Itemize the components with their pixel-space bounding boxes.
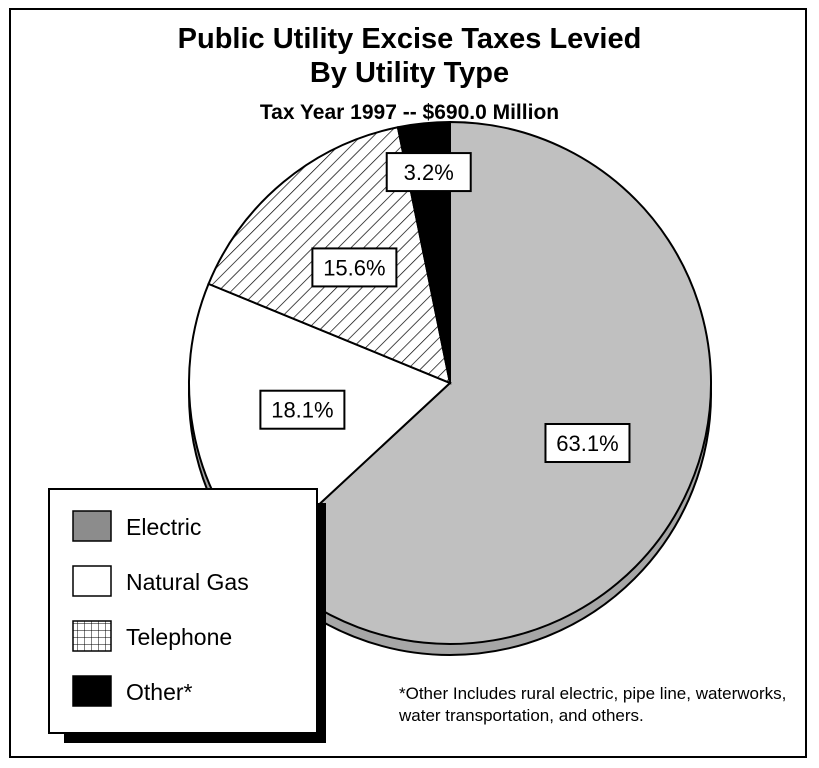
pie-label-box — [544, 423, 631, 464]
pie-label-box — [385, 152, 472, 193]
pie-label-box — [259, 389, 346, 430]
pie-label-text: 3.2% — [404, 160, 454, 185]
chart-title: Public Utility Excise Taxes Levied — [177, 23, 642, 55]
pie-slice-electric — [257, 120, 712, 645]
pie-label-telephone: 15.6% — [311, 247, 398, 288]
pie-label-text: 18.1% — [271, 398, 333, 423]
legend-label: Other* — [126, 679, 193, 705]
pie-label-electric: 63.1% — [544, 423, 631, 464]
legend-item-natural-gas: Natural Gas — [72, 565, 249, 597]
footnote: *Other Includes rural electric, pipe lin… — [399, 684, 787, 725]
legend-swatch — [72, 510, 112, 542]
pie-label-natural-gas: 18.1% — [259, 389, 346, 430]
legend-item-other: Other* — [72, 675, 193, 707]
pie-label-text: 63.1% — [556, 431, 618, 456]
pie-label-box — [311, 247, 398, 288]
legend-label: Natural Gas — [126, 569, 249, 595]
legend-item-telephone: Telephone — [72, 620, 232, 652]
legend-item-electric: Electric — [72, 510, 201, 542]
legend-label: Electric — [126, 514, 201, 540]
legend: Electric Natural Gas Telephone Other* — [48, 488, 326, 743]
legend-swatch — [72, 620, 112, 652]
legend-swatch — [72, 675, 112, 707]
legend-label: Telephone — [126, 624, 232, 650]
pie-label-text: 15.6% — [323, 255, 385, 280]
chart-title-line2: By Utility Type — [309, 57, 510, 89]
pie-label-other: 3.2% — [385, 152, 472, 193]
legend-swatch — [72, 565, 112, 597]
pie-labels: 63.1% 18.1% 15.6% 3.2% — [259, 152, 631, 464]
chart-subtitle: Tax Year 1997 -- $690.0 Million — [259, 101, 560, 124]
